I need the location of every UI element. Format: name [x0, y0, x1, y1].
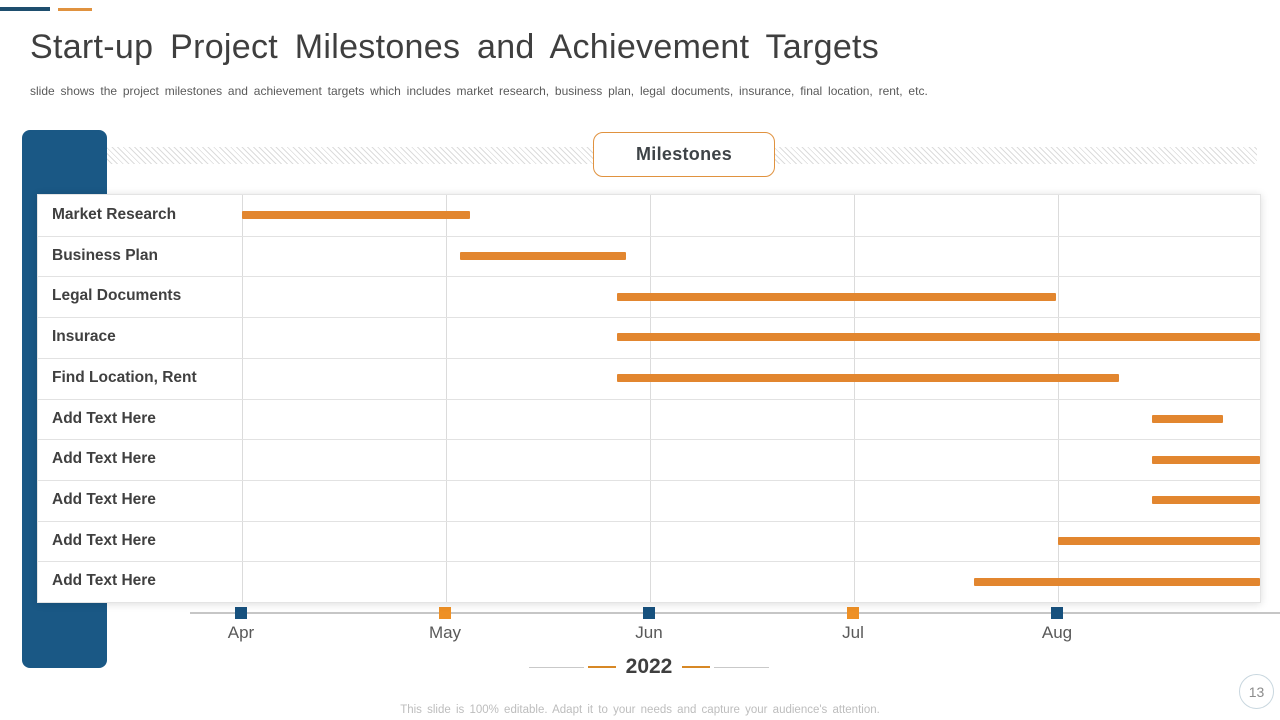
- month-label: Aug: [1041, 623, 1073, 642]
- month-marker: [1051, 607, 1063, 619]
- year-control: 2022: [0, 655, 1280, 679]
- month-marker: [643, 607, 655, 619]
- row-separator: [38, 561, 1260, 563]
- gantt-bar: [617, 333, 1260, 342]
- row-separator: [38, 357, 1260, 359]
- gantt-bar: [617, 374, 1120, 383]
- month-label: Jun: [635, 623, 663, 642]
- year-dash-gray-right: [714, 666, 770, 668]
- gantt-bar: [1151, 414, 1224, 423]
- row-separator: [38, 479, 1260, 481]
- row-separator: [38, 398, 1260, 400]
- month-label: Apr: [227, 623, 255, 642]
- page-subtitle: slide shows the project milestones and a…: [30, 84, 928, 98]
- page-title: Start-up Project Milestones and Achievem…: [30, 28, 880, 66]
- gantt-bar: [617, 292, 1056, 301]
- task-label: Business Plan: [52, 246, 158, 264]
- task-label: Find Location, Rent: [52, 368, 197, 386]
- task-label: Market Research: [52, 206, 177, 223]
- gantt-bar: [1058, 536, 1260, 545]
- gantt-table: Market Research Business Plan Legal Docume…: [37, 194, 1261, 603]
- row-separator: [38, 276, 1260, 278]
- task-label: Insurace: [52, 328, 116, 346]
- time-axis-line: [190, 612, 1280, 614]
- task-label: Add Text Here: [52, 531, 156, 549]
- year-dash-orange-right: [682, 665, 711, 669]
- gantt-bar: [242, 211, 471, 220]
- month-label: Jul: [842, 623, 864, 642]
- row-separator: [38, 439, 1260, 441]
- year-dash-gray-left: [528, 666, 584, 668]
- gantt-bar: [974, 577, 1260, 586]
- month-marker: [235, 607, 247, 619]
- gantt-bar: [460, 252, 626, 261]
- accent-bar-blue: [0, 7, 50, 11]
- month-label: May: [428, 623, 462, 642]
- milestones-header-label: Milestones: [635, 144, 733, 164]
- task-label: Add Text Here: [52, 450, 156, 468]
- task-label: Add Text Here: [52, 409, 156, 427]
- gantt-bar: [1151, 455, 1260, 464]
- year-label: 2022: [625, 655, 673, 678]
- page-number: 13: [1248, 683, 1265, 700]
- month-marker: [847, 607, 859, 619]
- footer-note: This slide is 100% editable. Adapt it to…: [400, 704, 880, 716]
- month-marker: [439, 607, 451, 619]
- row-separator: [38, 235, 1260, 237]
- year-dash-orange-left: [587, 665, 616, 669]
- gantt-bar: [1151, 496, 1260, 505]
- row-separator: [38, 520, 1260, 522]
- row-separator: [38, 317, 1260, 319]
- task-label: Add Text Here: [52, 490, 156, 508]
- page-number-badge: 13: [1239, 674, 1274, 709]
- accent-bar-orange: [58, 8, 92, 11]
- task-label: Add Text Here: [52, 572, 156, 590]
- milestones-header-pill: Milestones: [593, 132, 775, 177]
- task-label: Legal Documents: [52, 287, 182, 305]
